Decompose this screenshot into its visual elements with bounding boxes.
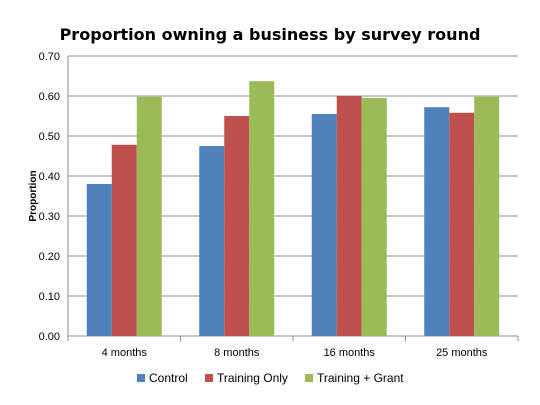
x-tick-label: 16 months (324, 347, 376, 359)
y-tick-label: 0.40 (39, 171, 60, 183)
bar (361, 98, 387, 336)
legend: Control Training Only Training + Grant (137, 371, 404, 385)
y-tick-label: 0.30 (39, 211, 60, 223)
bar (199, 146, 225, 336)
y-tick-label: 0.10 (39, 291, 60, 303)
legend-label: Control (149, 371, 188, 385)
chart-title: Proportion owning a business by survey r… (60, 25, 481, 44)
bars (86, 81, 500, 336)
y-tick-label: 0.60 (39, 91, 60, 103)
bar (449, 112, 475, 336)
x-tick-label: 25 months (436, 347, 488, 359)
bar (224, 116, 250, 336)
y-tick-label: 0.20 (39, 251, 60, 263)
legend-label: Training + Grant (317, 371, 404, 385)
x-tick-label: 8 months (214, 347, 260, 359)
y-tick-label: 0.00 (39, 331, 60, 343)
y-axis-label: Proportion (28, 170, 39, 221)
x-tick-labels: 4 months 8 months 16 months 25 months (102, 347, 488, 359)
bar (424, 107, 450, 336)
legend-swatch (305, 374, 313, 382)
bar (311, 114, 337, 336)
bar (86, 184, 112, 336)
legend-label: Training Only (217, 371, 288, 385)
x-tick-label: 4 months (102, 347, 148, 359)
y-tick-label: 0.70 (39, 51, 60, 63)
legend-swatch (137, 374, 145, 382)
bar (249, 81, 275, 336)
bar (111, 144, 137, 336)
y-tick-label: 0.50 (39, 131, 60, 143)
bar (474, 96, 500, 336)
bar (136, 96, 162, 336)
bar (336, 96, 362, 336)
y-tick-labels: 0.00 0.10 0.20 0.30 0.40 0.50 0.60 0.70 (39, 51, 60, 343)
legend-swatch (205, 374, 213, 382)
